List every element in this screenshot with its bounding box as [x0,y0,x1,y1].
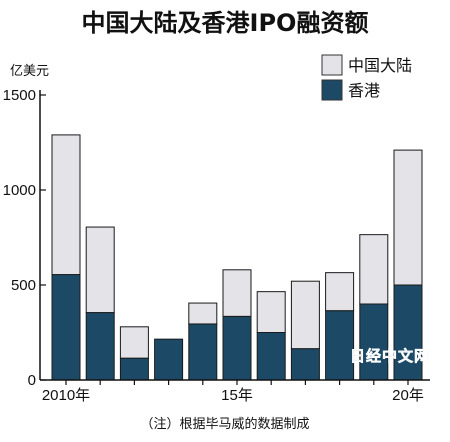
bar-mainland-2020 [393,149,423,286]
x-tick-label-2010: 2010年 [42,387,90,404]
bar-mainland-2015 [222,269,252,317]
watermark: 日经中文网 [350,347,430,365]
bar-mainland-2012 [119,326,149,359]
bar-hongkong-2015 [222,315,252,381]
bar-hongkong-2020 [393,284,423,381]
bar-hongkong-2012 [119,357,149,381]
legend-swatch-mainland [321,54,343,76]
x-tick-label-2020: 20年 [392,387,424,404]
y-tick-label-1500: 1500 [3,87,36,104]
y-tick-label-500: 500 [11,277,36,294]
bar-mainland-2014 [188,302,218,325]
y-axis-unit: 亿美元 [10,64,49,79]
y-tick-label-1000: 1000 [3,182,36,199]
bars [51,134,423,381]
x-tick-label-2015: 15年 [221,387,253,404]
bar-mainland-2018 [325,272,355,312]
bar-hongkong-2016 [256,332,286,381]
y-tick-label-0: 0 [28,372,36,389]
bar-hongkong-2011 [85,312,115,381]
bar-hongkong-2017 [290,348,320,381]
bar-hongkong-2010 [51,274,81,381]
legend: 中国大陆 香港 [321,54,412,101]
bar-hongkong-2018 [325,310,355,381]
bar-mainland-2017 [290,280,320,350]
bar-mainland-2019 [359,234,389,305]
bar-mainland-2011 [85,226,115,314]
source-note: （注）根据毕马威的数据制成 [140,416,309,432]
legend-label-mainland: 中国大陆 [348,56,412,75]
bar-hongkong-2019 [359,303,389,381]
chart-title: 中国大陆及香港IPO融资额 [82,9,369,37]
legend-swatch-hongkong [321,79,343,101]
bar-mainland-2010 [51,134,81,276]
legend-label-hongkong: 香港 [348,81,380,100]
axes: 0 500 1000 1500 2010年 15年 20年 [3,87,430,404]
bar-mainland-2016 [256,291,286,333]
bar-hongkong-2014 [188,323,218,381]
bar-hongkong-2013 [154,338,184,381]
